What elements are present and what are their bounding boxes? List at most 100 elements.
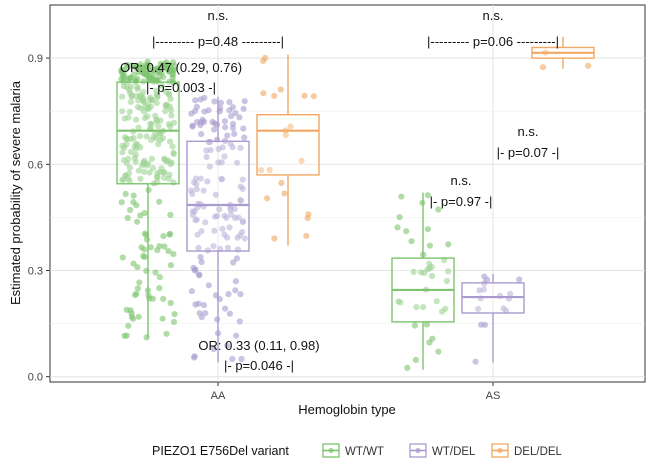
legend-item-wt-wt: WT/WT [322, 443, 384, 458]
legend-label: WT/WT [345, 446, 384, 458]
data-point [130, 199, 137, 206]
data-point [229, 125, 237, 132]
annotation-aa-top-p: |--------- p=0.48 ---------| [152, 34, 284, 49]
data-point [138, 162, 146, 169]
data-point [201, 118, 208, 126]
data-point [237, 183, 244, 190]
data-point [140, 98, 147, 105]
data-point [225, 291, 232, 298]
data-point [156, 243, 163, 250]
data-point [219, 225, 226, 232]
data-point [159, 315, 166, 322]
data-point [167, 211, 174, 218]
data-point [222, 305, 229, 312]
data-point [141, 115, 148, 122]
data-point [118, 199, 125, 206]
data-point [196, 310, 203, 317]
data-point [585, 62, 592, 69]
legend-key-point [497, 447, 503, 454]
data-point [191, 208, 198, 215]
data-point [155, 123, 162, 130]
data-point [148, 155, 155, 162]
data-point [137, 212, 144, 219]
data-point [231, 130, 238, 137]
data-point [207, 147, 214, 154]
data-point [211, 98, 218, 105]
y-tick-label: 0.3 [28, 265, 43, 277]
jitter-points [118, 49, 592, 371]
data-point [156, 73, 163, 80]
data-point [191, 267, 198, 274]
box-body [256, 114, 320, 176]
data-point [192, 97, 199, 104]
data-point [394, 224, 401, 231]
data-point [226, 99, 233, 106]
data-point [238, 355, 245, 363]
data-point [191, 354, 198, 361]
data-point [127, 148, 135, 155]
data-point [433, 298, 440, 305]
data-point [201, 94, 208, 101]
legend-key-point [415, 447, 421, 454]
data-point [143, 236, 151, 243]
data-point [241, 235, 248, 242]
data-point [132, 292, 139, 299]
data-point [206, 163, 213, 170]
annotation-aa-or2: OR: 0.33 (0.11, 0.98) [198, 338, 319, 353]
box-wt-del-aa [186, 97, 250, 363]
data-point [281, 190, 288, 197]
data-point [226, 224, 233, 231]
legend-label: WT/DEL [432, 446, 476, 458]
data-point [119, 176, 126, 183]
data-point [140, 89, 147, 96]
data-point [156, 274, 163, 281]
data-point [410, 268, 417, 275]
data-point [141, 168, 148, 175]
data-point [146, 169, 153, 176]
data-point [168, 112, 175, 119]
data-point [148, 68, 155, 75]
data-point [396, 214, 403, 221]
annotation-as-p-007: |- p=0.07 -| [497, 145, 560, 160]
data-point [222, 124, 229, 131]
data-point [264, 195, 271, 202]
data-point [132, 145, 140, 152]
data-point [134, 75, 141, 82]
data-point [169, 70, 176, 77]
annotation-aa-or2-p: |- p=0.046 -| [224, 358, 294, 373]
data-point [168, 107, 175, 114]
data-point [403, 228, 410, 235]
data-point [200, 187, 207, 194]
legend-item-del-del: DEL/DEL [491, 443, 563, 458]
data-point [516, 276, 523, 283]
data-point [426, 260, 433, 267]
data-point [408, 238, 415, 245]
legend-label: DEL/DEL [514, 446, 563, 458]
data-point [204, 247, 211, 254]
data-point [169, 143, 176, 150]
data-point [127, 136, 134, 143]
data-point [226, 310, 233, 317]
data-point [260, 90, 267, 97]
data-point [230, 259, 237, 266]
data-point [119, 108, 126, 115]
data-point [134, 264, 141, 271]
box-del-del-as [531, 36, 595, 69]
x-tick-label: AS [486, 390, 501, 402]
data-point [140, 253, 147, 260]
data-point [228, 113, 235, 120]
data-point [123, 84, 131, 91]
data-point [160, 233, 167, 240]
data-point [198, 258, 205, 266]
data-point [125, 322, 132, 329]
data-point [126, 178, 133, 185]
data-point [197, 254, 204, 261]
data-point [127, 89, 134, 96]
data-point [413, 304, 420, 311]
data-point [126, 108, 133, 115]
data-point [417, 269, 425, 276]
data-point [539, 64, 547, 71]
box-wt-wt-as [391, 192, 455, 370]
data-point [232, 278, 239, 285]
